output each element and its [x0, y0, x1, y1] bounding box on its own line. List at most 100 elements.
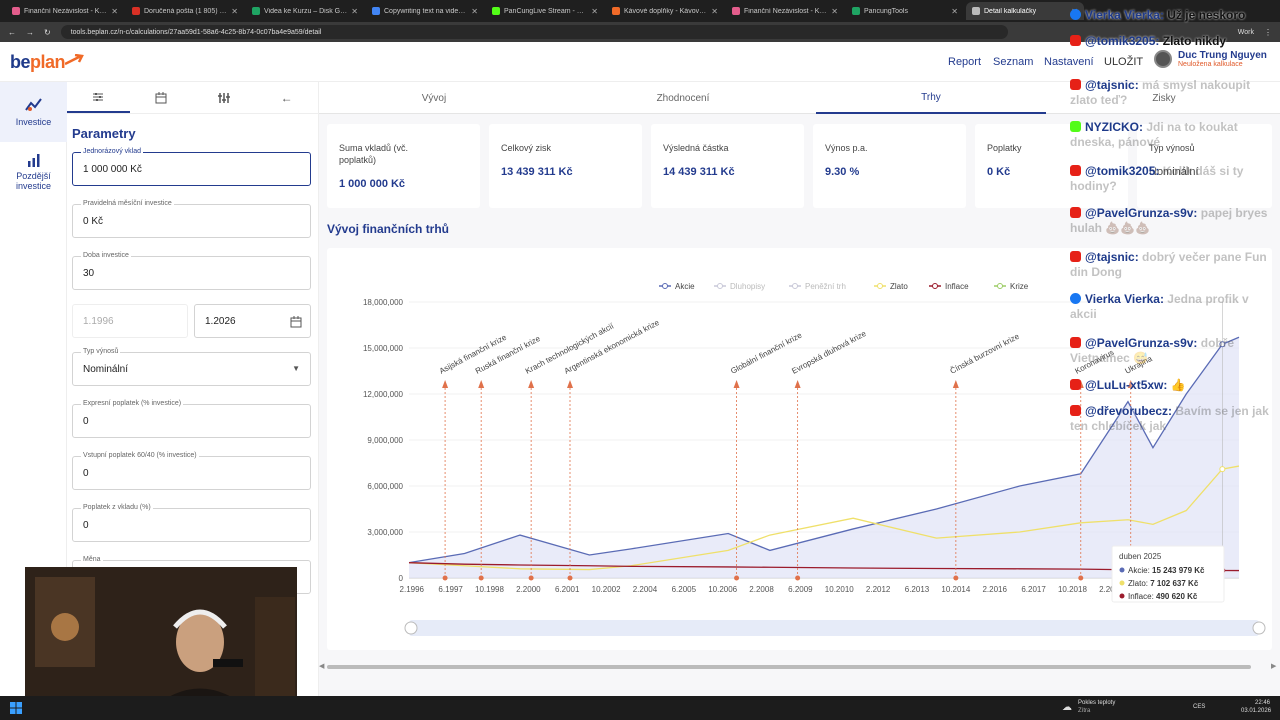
yield-type-select[interactable]: Typ výnosů Nominální ▼ [72, 348, 311, 386]
y-tick-label: 18,000,000 [363, 298, 404, 307]
entry-fee-field[interactable]: Vstupní poplatek 60/40 (% investice) 0 [72, 452, 311, 490]
tab-sliders[interactable] [67, 82, 130, 113]
windows-taskbar: ☁ Pokles teploty Zítra CES 22:46 03.01.2… [0, 696, 1280, 720]
close-tab-icon[interactable]: ✕ [711, 6, 718, 16]
close-tab-icon[interactable]: ✕ [831, 6, 838, 16]
browser-tab[interactable]: Kávové doplňky - Kávové dopl ✕ [606, 2, 724, 20]
close-tab-icon[interactable]: ✕ [111, 6, 118, 16]
browser-tab[interactable]: PanCungLive Stream - Watch Li ✕ [486, 2, 604, 20]
crisis-label: Čínská burzovní krize [949, 331, 1022, 375]
tab-title: Doručená pošta (1 805) - ahoj [144, 7, 228, 15]
favicon-icon [612, 7, 620, 15]
nav-seznam[interactable]: Seznam [993, 56, 1034, 68]
chat-text: 👍 [1170, 378, 1186, 392]
url-field[interactable]: tools.beplan.cz/n-c/calculations/27aa59d… [60, 25, 1008, 39]
field-label: Expresní poplatek (% investice) [81, 400, 184, 407]
rail-item-pozdejsi[interactable]: Pozdější investice [0, 142, 67, 202]
deposit-fee-field[interactable]: Poplatek z vkladu (%) 0 [72, 504, 311, 542]
favicon-icon [852, 7, 860, 15]
youtube-icon [1070, 207, 1081, 218]
rail-item-investice[interactable]: Investice [0, 82, 67, 142]
nav-report[interactable]: Report [948, 56, 982, 68]
nav-nastaveni[interactable]: Nastavení [1044, 56, 1094, 68]
close-tab-icon[interactable]: ✕ [951, 6, 958, 16]
weather-icon[interactable]: ☁ [1062, 702, 1072, 713]
chart-tooltip: duben 2025 Akcie: 15 243 979 Kč Zlato: 7 1… [1111, 545, 1225, 603]
card-label: Typ výnosů [1149, 143, 1195, 153]
x-tick-label: 10.2010 [825, 585, 854, 594]
chat-message: @PavelGrunza-s9v: dobře Vietnamec 😅 [1070, 336, 1278, 366]
bar-chart-icon [27, 154, 39, 167]
language-indicator[interactable]: CES [1193, 704, 1206, 710]
windows-start-icon[interactable] [10, 702, 22, 714]
series-line-akcie [408, 336, 1240, 564]
chat-text: dobře Vietnamec 😅 [1070, 336, 1235, 365]
chat-text: papej bryes hulah 💩💩💩 [1070, 206, 1268, 235]
browser-tab[interactable]: Detail kalkulačky✕ [966, 2, 1084, 20]
chart-svg[interactable]: 0 3,000,000 6,000,000 9,000,000 12,000,000 15… [327, 248, 1272, 650]
forward-icon[interactable]: → [26, 27, 34, 37]
arrow-left-icon: ← [280, 90, 293, 105]
series-line-zlato [408, 465, 1240, 571]
browser-tab[interactable]: Doručená pošta (1 805) - ahoj✕ [126, 2, 244, 20]
close-tab-icon[interactable]: ✕ [591, 6, 598, 16]
beplan-logo[interactable]: beplan [10, 52, 85, 73]
browser-tab[interactable]: Finanční Nezávislost - Kurz | Čo ✕ [6, 2, 124, 20]
crisis-arrow-icon [794, 380, 801, 388]
express-fee-field[interactable]: Expresní poplatek (% investice) 0 [72, 400, 311, 438]
user-menu[interactable]: Duc Trung Nguyen Neuložena kalkulace [1154, 50, 1267, 68]
browser-tab[interactable]: Videa ke Kurzu – Disk Google✕ [246, 2, 364, 20]
favicon-icon [12, 7, 20, 15]
chat-author: Vierka Vierka: [1085, 8, 1168, 22]
menu-dots-icon[interactable]: ⋮ [1264, 27, 1272, 37]
field-value: 1.1996 [83, 316, 114, 327]
crisis-marker [953, 575, 959, 581]
tab-zisky[interactable]: Zisky [1152, 92, 1176, 104]
tab-zhodnoceni[interactable]: Zhodnocení [656, 92, 710, 104]
x-tick-label: 2.2000 [516, 585, 541, 594]
y-tick-label: 12,000,000 [363, 390, 404, 399]
tab-vyvoj[interactable]: Vývoj [421, 92, 447, 104]
tooltip-row: Zlato: 7 102 637 Kč [1128, 579, 1199, 588]
from-date-field[interactable]: 1.1996 [72, 304, 188, 338]
browser-tab[interactable]: Finanční Nezávislost - Kurz | Čo ✕ [726, 2, 844, 20]
close-tab-icon[interactable]: ✕ [231, 6, 238, 16]
browser-tab[interactable]: PancungTools ✕ [846, 2, 964, 20]
range-slider [409, 620, 1259, 636]
section-title: Vývoj finančních trhů [327, 222, 450, 236]
legend-dot [932, 283, 938, 289]
single-deposit-field[interactable]: Jednorázový vklad 1 000 000 Kč [72, 148, 311, 186]
clock-date[interactable]: 03.01.2026 [1241, 708, 1272, 714]
calendar-icon[interactable] [290, 316, 302, 328]
crisis-arrow-icon [528, 380, 535, 388]
legend-dot [717, 283, 723, 289]
y-tick-label: 0 [399, 574, 404, 583]
legend-label: Akcie [675, 282, 695, 291]
close-tab-icon[interactable]: ✕ [471, 6, 478, 16]
facebook-icon [1070, 9, 1081, 20]
x-tick-label: 10.2014 [941, 585, 970, 594]
tab-trhy[interactable]: Trhy [816, 82, 1046, 114]
close-tab-icon[interactable]: ✕ [351, 6, 358, 16]
favicon-icon [492, 7, 500, 15]
save-button[interactable]: ULOŽIT [1104, 56, 1144, 68]
calendar-icon [155, 91, 167, 103]
monthly-investment-field[interactable]: Pravidelná měsíční investice 0 Kč [72, 200, 311, 238]
horizontal-scrollbar[interactable]: ◀ ▶ [319, 662, 1280, 672]
tab-equalizer[interactable] [193, 82, 256, 113]
tooltip-dot [1119, 580, 1125, 586]
to-date-field[interactable]: 1.2026 [194, 304, 311, 338]
profile-label[interactable]: Work [1237, 28, 1254, 36]
duration-field[interactable]: Doba investice 30 [72, 252, 311, 290]
back-icon[interactable]: ← [8, 27, 16, 37]
x-tick-label: 10.2018 [1058, 585, 1087, 594]
chat-text: dobrý večer pane Fun din Dong [1070, 250, 1267, 279]
clock-time[interactable]: 22:46 [1255, 700, 1271, 706]
field-value: 1 000 000 Kč [83, 164, 142, 175]
tab-calendar[interactable] [130, 82, 193, 113]
reload-icon[interactable]: ↻ [44, 27, 51, 37]
markets-chart[interactable]: 0 3,000,000 6,000,000 9,000,000 12,000,000 15… [327, 248, 1272, 650]
browser-tab[interactable]: Copywriting text na video 2 - D ✕ [366, 2, 484, 20]
tooltip-dot [1119, 593, 1125, 599]
tab-back[interactable]: ← [255, 82, 318, 113]
